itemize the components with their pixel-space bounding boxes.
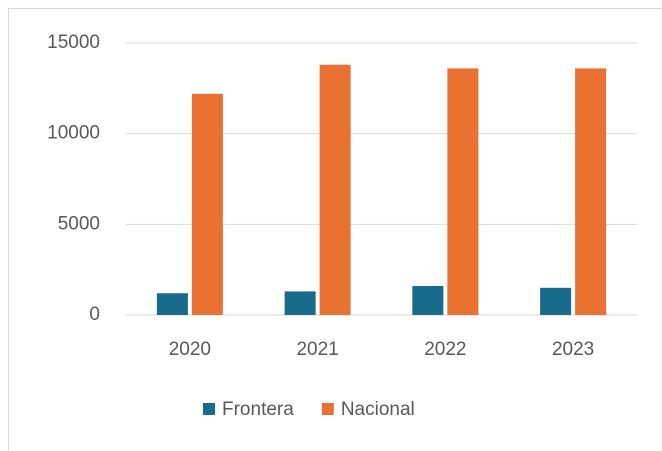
bar [412, 285, 444, 315]
y-tick-label: 15000 [47, 32, 100, 53]
chart-frame [8, 8, 662, 451]
bar [319, 64, 351, 315]
y-tick-label: 5000 [58, 213, 100, 234]
x-tick-label: 2022 [424, 339, 466, 360]
bar [447, 68, 479, 316]
bar [156, 293, 188, 315]
y-tick-label: 10000 [47, 123, 100, 144]
bar [284, 291, 316, 315]
y-tick-label: 0 [89, 304, 100, 325]
legend-swatch [203, 403, 215, 415]
bar [191, 93, 223, 315]
legend-label: Frontera [222, 399, 294, 420]
legend-label: Nacional [341, 399, 415, 420]
x-tick-label: 2021 [296, 339, 338, 360]
bar [540, 287, 572, 315]
bar [575, 68, 607, 316]
x-tick-label: 2023 [552, 339, 594, 360]
legend-swatch [321, 403, 334, 415]
x-tick-label: 2020 [169, 339, 211, 360]
